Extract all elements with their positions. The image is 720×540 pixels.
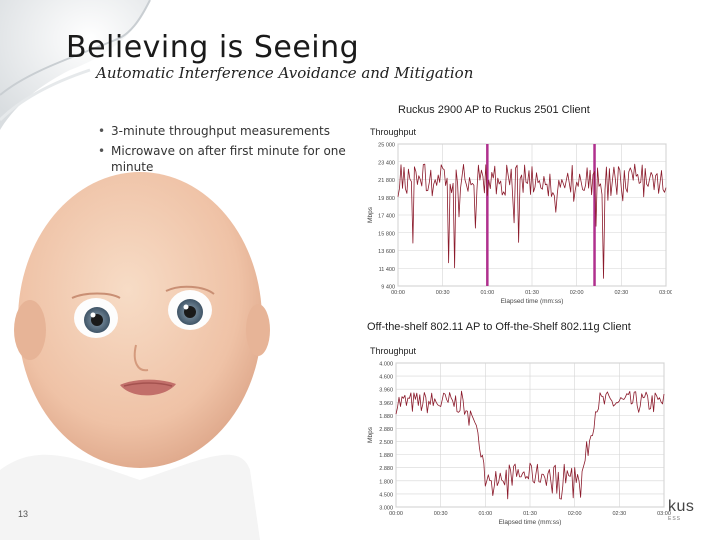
chart-heading-off-the-shelf: Off-the-shelf 802.11 AP to Off-the-Shelf… [367, 321, 631, 333]
x-tick-label: 03:00 [657, 511, 671, 517]
y-tick-label: 1.880 [379, 453, 393, 459]
x-tick-label: 00:30 [436, 290, 450, 296]
y-tick-label: 13 600 [378, 249, 395, 255]
x-tick-label: 00:30 [434, 511, 448, 517]
x-tick-label: 01:00 [478, 511, 492, 517]
y-axis-label: Mbps [367, 206, 374, 223]
y-tick-label: 15 800 [378, 231, 395, 237]
y-tick-label: 4.500 [379, 492, 393, 498]
chart-heading-ruckus: Ruckus 2900 AP to Ruckus 2501 Client [398, 104, 590, 116]
bullet-item: 3-minute throughput measurements [98, 123, 358, 139]
chart-title: Throughput [370, 346, 417, 356]
y-tick-label: 2.500 [379, 440, 393, 446]
off-the-shelf-throughput-chart: Throughput 4.000 4.600 3.960 3.960 1.880 2.880… [367, 346, 671, 526]
y-axis-label: Mbps [367, 426, 374, 443]
y-tick-label: 25 000 [378, 143, 395, 149]
x-axis-label: Elapsed time (mm:ss) [499, 519, 562, 526]
y-tick-label: 1.800 [379, 479, 393, 485]
x-tick-label: 02:00 [570, 290, 584, 296]
y-tick-label: 3.960 [379, 401, 393, 407]
slide-subtitle: Automatic Interference Avoidance and Mit… [96, 64, 474, 82]
x-tick-label: 02:00 [568, 511, 582, 517]
x-tick-label: 01:00 [480, 290, 494, 296]
y-tick-label: 19 800 [378, 196, 395, 202]
x-tick-label: 02:30 [614, 290, 628, 296]
x-tick-label: 01:30 [525, 290, 539, 296]
y-tick-label: 3.000 [379, 506, 393, 512]
y-tick-label: 11 400 [379, 267, 395, 273]
x-tick-label: 03:00 [659, 290, 672, 296]
chart-title: Throughput [370, 127, 417, 137]
x-tick-label: 02:30 [612, 511, 626, 517]
y-tick-label: 4.000 [379, 362, 393, 368]
series-line [395, 390, 665, 500]
page-number: 13 [18, 509, 29, 519]
ruckus-logo-subtext: ESS [668, 516, 682, 522]
ruckus-logo: kus [668, 498, 695, 515]
x-tick-label: 01:30 [523, 511, 537, 517]
y-tick-label: 2.880 [379, 466, 393, 472]
baby-figure [0, 172, 270, 540]
y-tick-label: 1.880 [379, 414, 393, 420]
y-tick-label: 9 400 [381, 285, 395, 291]
x-tick-label: 00:00 [389, 511, 403, 517]
y-tick-label: 23 400 [378, 160, 395, 166]
appliance-shape [0, 0, 151, 130]
y-tick-label: 17 400 [378, 214, 395, 220]
bullet-list: 3-minute throughput measurements Microwa… [98, 123, 358, 179]
x-axis-label: Elapsed time (mm:ss) [501, 298, 564, 305]
bullet-item: Microwave on after first minute for one … [98, 143, 358, 175]
y-tick-label: 2.880 [379, 427, 393, 433]
y-tick-label: 21 800 [378, 178, 395, 184]
x-tick-label: 00:00 [391, 290, 405, 296]
ruckus-throughput-chart: Throughput 25 000 23 400 21 800 19 800 17 400… [367, 127, 672, 305]
slide-title: Believing is Seeing [66, 30, 360, 65]
series-line [397, 163, 667, 279]
y-tick-label: 4.600 [379, 375, 393, 381]
y-tick-label: 3.960 [379, 388, 393, 394]
